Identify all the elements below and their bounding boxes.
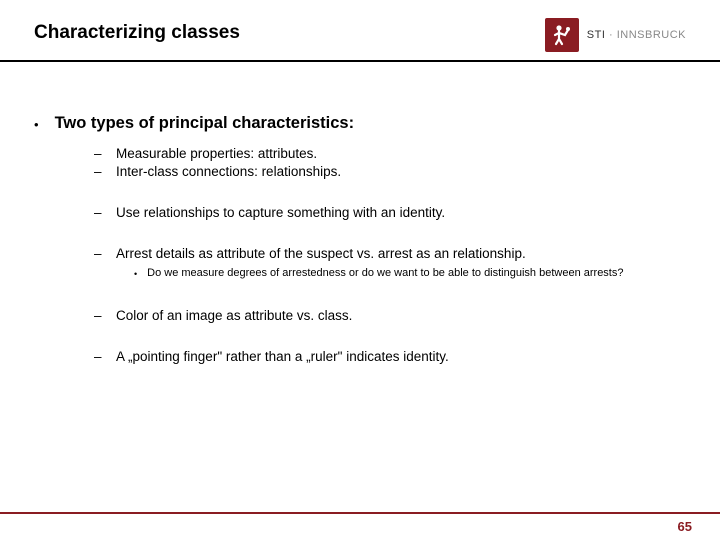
dash-marker: – (94, 164, 104, 179)
item-text: Arrest details as attribute of the suspe… (116, 246, 526, 261)
item-text: Do we measure degrees of arrestedness or… (147, 267, 623, 282)
list-item: – Arrest details as attribute of the sus… (94, 246, 686, 261)
list-item: – Inter-class connections: relationships… (94, 164, 686, 179)
header: Characterizing classes STI · INNSBRUCK (0, 0, 720, 44)
item-text: A „pointing finger" rather than a „ruler… (116, 349, 449, 364)
list-item: – A „pointing finger" rather than a „rul… (94, 349, 686, 364)
item-text: Use relationships to capture something w… (116, 205, 445, 220)
logo: STI · INNSBRUCK (545, 18, 686, 52)
list-item: – Color of an image as attribute vs. cla… (94, 308, 686, 323)
sub-sub-list: • Do we measure degrees of arrestedness … (134, 267, 686, 282)
main-heading: Two types of principal characteristics: (55, 114, 355, 136)
logo-text: STI · INNSBRUCK (587, 29, 686, 41)
page-number: 65 (678, 519, 692, 534)
dash-marker: – (94, 246, 104, 261)
slide: Characterizing classes STI · INNSBRUCK •… (0, 0, 720, 540)
dash-marker: – (94, 146, 104, 161)
sub-list: – Color of an image as attribute vs. cla… (94, 308, 686, 364)
logo-suffix: INNSBRUCK (617, 29, 686, 41)
list-item: • Do we measure degrees of arrestedness … (134, 267, 686, 282)
logo-prefix: STI (587, 29, 606, 41)
bullet-marker: • (134, 267, 137, 282)
list-item: – Use relationships to capture something… (94, 205, 686, 220)
list-item: – Measurable properties: attributes. (94, 146, 686, 161)
item-text: Color of an image as attribute vs. class… (116, 308, 352, 323)
dash-marker: – (94, 349, 104, 364)
item-text: Inter-class connections: relationships. (116, 164, 341, 179)
content: • Two types of principal characteristics… (0, 44, 720, 364)
footer-divider (0, 512, 720, 514)
logo-sep: · (605, 29, 616, 41)
item-text: Measurable properties: attributes. (116, 146, 317, 161)
bullet-marker: • (34, 114, 39, 136)
dash-marker: – (94, 308, 104, 323)
sub-list: – Measurable properties: attributes. – I… (94, 146, 686, 261)
dash-marker: – (94, 205, 104, 220)
main-bullet: • Two types of principal characteristics… (34, 114, 686, 136)
sti-logo-icon (545, 18, 579, 52)
title-divider (0, 60, 720, 62)
